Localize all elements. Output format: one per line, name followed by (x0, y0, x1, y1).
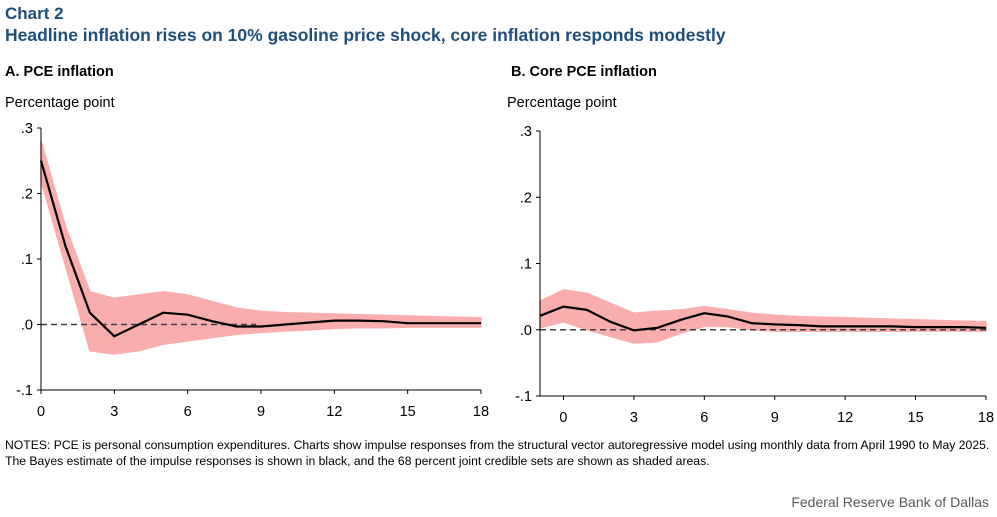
panel-b-ytick-label: .3 (520, 124, 532, 140)
panel-a-ytick-label: .3 (21, 121, 33, 137)
notes: NOTES: PCE is personal consumption expen… (5, 438, 990, 468)
panel-a-ytick-label: -.1 (16, 383, 33, 399)
panel-a-ytick-label: .1 (21, 252, 33, 268)
panel-b-ytick-label: .1 (520, 257, 532, 273)
panel-b-plot: -.1 .0 .1 .2 .3 0 3 6 9 12 15 18 (515, 124, 994, 426)
panel-b-xtick-label: 18 (978, 410, 994, 426)
panel-b-estimate-line (539, 305, 987, 332)
panel-a-xtick-label: 15 (400, 404, 416, 420)
panel-b-credible-band (539, 289, 987, 344)
panel-b-title: B. Core PCE inflation (511, 64, 657, 80)
panel-b-ytick-label: -.1 (515, 389, 532, 405)
panel-a-xtick-label: 12 (326, 404, 342, 420)
panel-b-xtick-label: 0 (559, 410, 567, 426)
panel-a-xtick-label: 6 (184, 404, 192, 420)
chart-number-label: Chart 2 (5, 4, 64, 23)
chart-title: Headline inflation rises on 10% gasoline… (5, 25, 726, 45)
panel-a-xtick-label: 0 (37, 404, 45, 420)
panel-a-title: A. PCE inflation (5, 64, 114, 80)
panel-b-ytick-label: .2 (520, 190, 532, 206)
panel-a-ytick-label: .0 (21, 318, 33, 334)
panel-a-xtick-label: 18 (473, 404, 489, 420)
panel-b-xtick-label: 6 (700, 410, 708, 426)
panel-a-credible-band (40, 140, 482, 355)
panel-b-ytick-label: .0 (520, 323, 532, 339)
source-credit: Federal Reserve Bank of Dallas (791, 494, 989, 510)
panel-a-xtick-label: 9 (257, 404, 265, 420)
panel-a-ylabel: Percentage point (5, 95, 115, 111)
panel-a-plot: -.1 .0 .1 .2 .3 0 3 6 9 12 15 18 (16, 121, 489, 420)
panel-b-xtick-label: 3 (630, 410, 638, 426)
panel-b-xtick-label: 15 (908, 410, 924, 426)
panel-a-ytick-label: .2 (21, 187, 33, 203)
panel-b-xtick-label: 9 (771, 410, 779, 426)
panel-a-estimate-line (39, 160, 481, 338)
panel-b-xtick-label: 12 (837, 410, 853, 426)
panel-a-xtick-label: 3 (110, 404, 118, 420)
panel-b-ylabel: Percentage point (507, 95, 617, 111)
